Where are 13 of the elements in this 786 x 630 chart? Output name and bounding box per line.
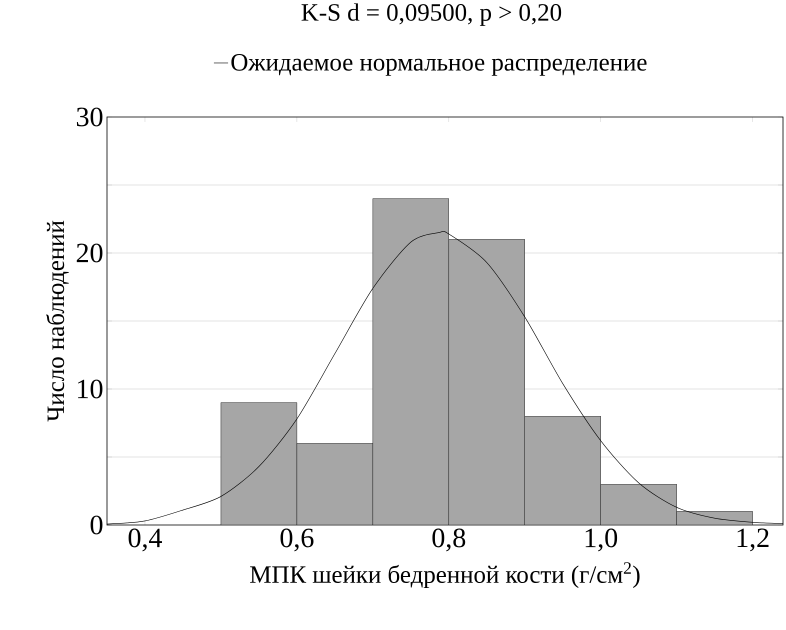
x-tick-label: 0,6 [280, 528, 314, 552]
y-tick-label: 10 [78, 380, 102, 398]
x-tick-label: 1,2 [738, 528, 769, 552]
x-tick-label: 1,0 [586, 528, 618, 552]
x-tick-label: 0,8 [432, 528, 466, 552]
x-tick-label: 0,4 [128, 528, 162, 552]
legend-label: Ожидаемое нормальное распределение [231, 54, 647, 76]
x-axis-title: МПК шейки бедренной кости (г/см$^{2}$) [250, 562, 640, 588]
chart-title: K-S d = 0,09500, p > 0,20 [302, 3, 562, 26]
y-tick-label: 20 [76, 244, 102, 262]
y-axis-title: Число наблюдений [46, 220, 69, 422]
y-tick-label: 0 [90, 516, 102, 534]
y-tick-label: 30 [76, 108, 102, 126]
